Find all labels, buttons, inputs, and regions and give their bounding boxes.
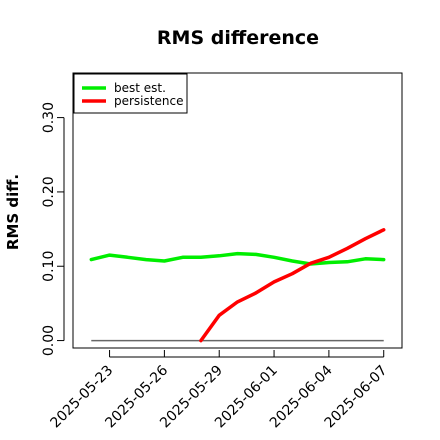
legend: best est.persistence <box>73 73 188 114</box>
y-axis: 0.00 0.10 0.20 0.30 <box>41 102 65 356</box>
x-axis: 2025-05-232025-05-262025-05-292025-06-01… <box>48 350 391 431</box>
y-tick-label: 0.30 <box>41 102 57 133</box>
y-axis-label: RMS diff. <box>4 174 22 250</box>
y-tick-label: 0.20 <box>41 176 57 207</box>
series-line-best-est <box>89 251 386 266</box>
plot-frame <box>72 72 403 349</box>
y-tick-label: 0.00 <box>41 325 57 356</box>
series-line-persistence <box>199 228 386 343</box>
legend-label: best est. <box>114 81 166 95</box>
series-layer <box>89 228 386 343</box>
chart-title: RMS difference <box>157 27 319 49</box>
legend-box <box>73 73 188 114</box>
y-tick-label: 0.10 <box>41 251 57 282</box>
legend-label: persistence <box>114 94 183 108</box>
